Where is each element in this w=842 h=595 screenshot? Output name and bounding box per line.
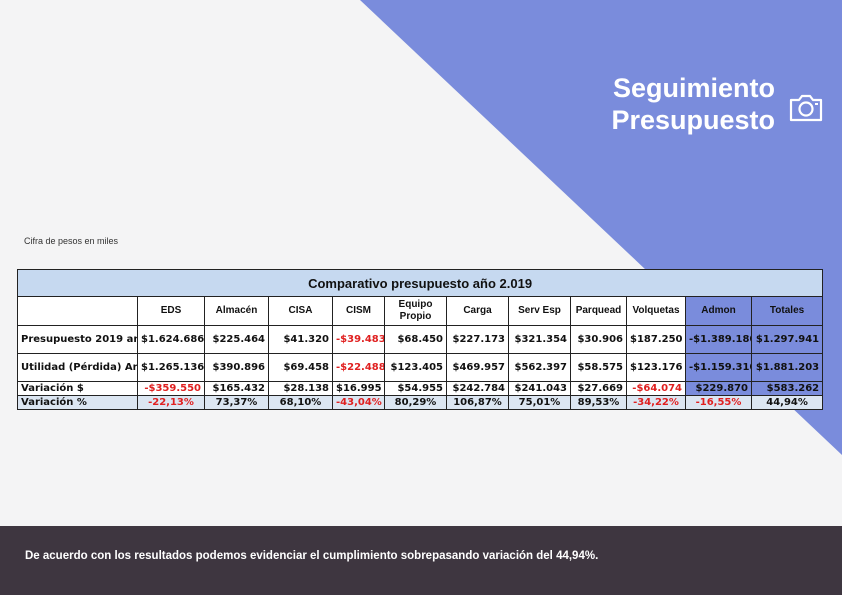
table-cell: -$1.159.310 (685, 353, 752, 382)
table-cell: $58.575 (570, 353, 627, 382)
column-header: Admon (685, 296, 752, 326)
table-cell: $242.784 (446, 381, 509, 396)
footer-text: De acuerdo con los resultados podemos ev… (25, 550, 599, 562)
table-cell: $321.354 (508, 325, 571, 354)
table-cell: 75,01% (508, 395, 571, 410)
table-cell: 73,37% (204, 395, 269, 410)
table-cell: $187.250 (626, 325, 686, 354)
row-label: Presupuesto 2019 antes de Imptos (17, 325, 138, 354)
table-cell: -$22.488 (332, 353, 385, 382)
table-cell: $1.297.941 (750, 325, 824, 354)
table-cell: $41.320 (268, 325, 333, 354)
table-cell: $241.043 (508, 381, 571, 396)
table-cell: $225.464 (204, 325, 269, 354)
table-header-row: EDS Almacén CISA CISM Equipo Propio Carg… (17, 296, 824, 326)
table-cell: 44,94% (750, 395, 824, 410)
table-row: Presupuesto 2019 antes de Imptos$1.624.6… (17, 325, 824, 354)
table-cell: -$39.483 (332, 325, 385, 354)
table-cell: -$64.074 (626, 381, 686, 396)
column-header: Totales (750, 296, 824, 326)
table-cell: $123.176 (626, 353, 686, 382)
table-row: Variación $ -$359.550 $165.432 $28.138 $16.9… (17, 381, 824, 396)
column-header: Almacén (204, 296, 269, 326)
table-cell: $390.896 (204, 353, 269, 382)
table-cell: -$1.389.180 (685, 325, 752, 354)
table-cell: 106,87% (446, 395, 509, 410)
table-cell: 68,10% (268, 395, 333, 410)
row-label: Utilidad (Pérdida) Antes de Imptos 2019 (17, 353, 138, 382)
table-cell: $123.405 (384, 353, 447, 382)
row-label: Variación $ (17, 381, 138, 396)
table-row: Variación % -22,13% 73,37% 68,10% -43,04% 80,… (17, 395, 824, 410)
column-header: Carga (446, 296, 509, 326)
column-header: Serv Esp (508, 296, 571, 326)
table-cell: $69.458 (268, 353, 333, 382)
table-cell: -43,04% (332, 395, 385, 410)
table-cell: $27.669 (570, 381, 627, 396)
column-header: Parquead (570, 296, 627, 326)
budget-comparison-table: Comparativo presupuesto año 2.019 EDS Al… (16, 269, 824, 410)
column-header: CISM (332, 296, 385, 326)
table-cell: $30.906 (570, 325, 627, 354)
column-header: Equipo Propio (384, 296, 447, 326)
table-title: Comparativo presupuesto año 2.019 (16, 269, 824, 297)
table-cell: -34,22% (626, 395, 686, 410)
table-cell: $28.138 (268, 381, 333, 396)
table-cell: 89,53% (570, 395, 627, 410)
column-header: EDS (137, 296, 205, 326)
table-row: Utilidad (Pérdida) Antes de Imptos 2019$… (17, 353, 824, 382)
budget-table-container: Comparativo presupuesto año 2.019 EDS Al… (16, 269, 824, 410)
slide-title: Seguimiento Presupuesto (555, 72, 775, 136)
table-cell: $229.870 (685, 381, 752, 396)
table-cell: 80,29% (384, 395, 447, 410)
table-cell: $1.881.203 (750, 353, 824, 382)
table-cell: $227.173 (446, 325, 509, 354)
table-cell: $68.450 (384, 325, 447, 354)
table-cell: $16.995 (332, 381, 385, 396)
column-header: Volquetas (626, 296, 686, 326)
column-header (17, 296, 138, 326)
table-cell: $469.957 (446, 353, 509, 382)
table-cell: $165.432 (204, 381, 269, 396)
table-cell: -16,55% (685, 395, 752, 410)
slide-title-line1: Seguimiento (612, 73, 775, 103)
currency-note: Cifra de pesos en miles (24, 236, 119, 246)
row-label: Variación % (17, 395, 138, 410)
table-cell: $562.397 (508, 353, 571, 382)
footer-bar: De acuerdo con los resultados podemos ev… (0, 526, 842, 595)
table-cell: $54.955 (384, 381, 447, 396)
table-cell: $1.624.686 (137, 325, 205, 354)
table-cell: $583.262 (750, 381, 824, 396)
table-cell: -$359.550 (137, 381, 205, 396)
table-cell: -22,13% (137, 395, 205, 410)
slide-title-line2: Presupuesto (611, 105, 775, 135)
table-body: Presupuesto 2019 antes de Imptos$1.624.6… (17, 325, 824, 410)
column-header: CISA (268, 296, 333, 326)
camera-icon (789, 94, 823, 122)
table-cell: $1.265.136 (137, 353, 205, 382)
